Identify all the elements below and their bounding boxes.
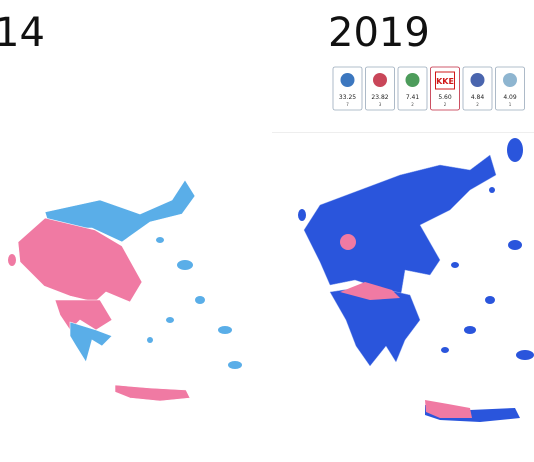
island (218, 326, 232, 334)
divider (272, 132, 534, 133)
island (298, 209, 306, 221)
card-frame (365, 66, 395, 111)
island (195, 296, 205, 304)
party-card: 7.412 (397, 66, 428, 111)
region (340, 234, 356, 250)
party-card: 4.091 (495, 66, 525, 111)
party-percent: 4.09 (503, 94, 517, 101)
party-seats: 3 (379, 102, 382, 107)
party-card: 33.257 (332, 66, 363, 111)
island (166, 317, 174, 323)
island (8, 254, 16, 266)
island (147, 337, 153, 343)
party-seats: 2 (444, 102, 447, 107)
party-logo (503, 73, 517, 87)
region (17, 217, 143, 303)
year-left: 14 (0, 10, 45, 56)
region (329, 285, 421, 367)
party-logo (340, 73, 355, 87)
island (425, 400, 472, 418)
island (114, 384, 191, 402)
card-frame (495, 66, 525, 111)
island (516, 350, 534, 360)
region (303, 154, 497, 301)
map-2014 (8, 179, 242, 402)
year-right: 2019 (328, 10, 430, 56)
island (489, 187, 495, 193)
party-percent: 23.82 (371, 94, 388, 101)
island (228, 361, 242, 369)
island (441, 347, 449, 353)
party-logo (470, 73, 485, 87)
region (340, 282, 400, 300)
party-percent: 4.84 (471, 94, 485, 101)
party-card: 4.842 (462, 66, 493, 111)
party-logo (435, 71, 455, 90)
island (507, 138, 523, 162)
card-frame (462, 66, 493, 111)
island (451, 262, 459, 268)
party-seats: 2 (476, 102, 479, 107)
card-frame (397, 66, 428, 111)
island (177, 260, 193, 270)
party-card: KKE 5.602 (430, 66, 460, 111)
island (485, 296, 495, 304)
party-seats: 2 (411, 102, 414, 107)
map-2019 (298, 138, 534, 422)
region (69, 321, 113, 363)
party-percent: 5.60 (438, 94, 452, 101)
party-percent: 33.25 (339, 94, 356, 101)
island (156, 237, 164, 243)
region (54, 299, 113, 331)
island (464, 326, 476, 334)
party-percent: 7.41 (406, 94, 420, 101)
island (508, 240, 522, 250)
party-logo-text: KKE (436, 77, 454, 86)
party-seats: 1 (509, 102, 512, 107)
party-logo (405, 73, 420, 87)
party-seats: 7 (346, 102, 349, 107)
party-logo (373, 73, 387, 87)
card-frame (332, 66, 363, 111)
party-card: 23.823 (365, 66, 395, 111)
